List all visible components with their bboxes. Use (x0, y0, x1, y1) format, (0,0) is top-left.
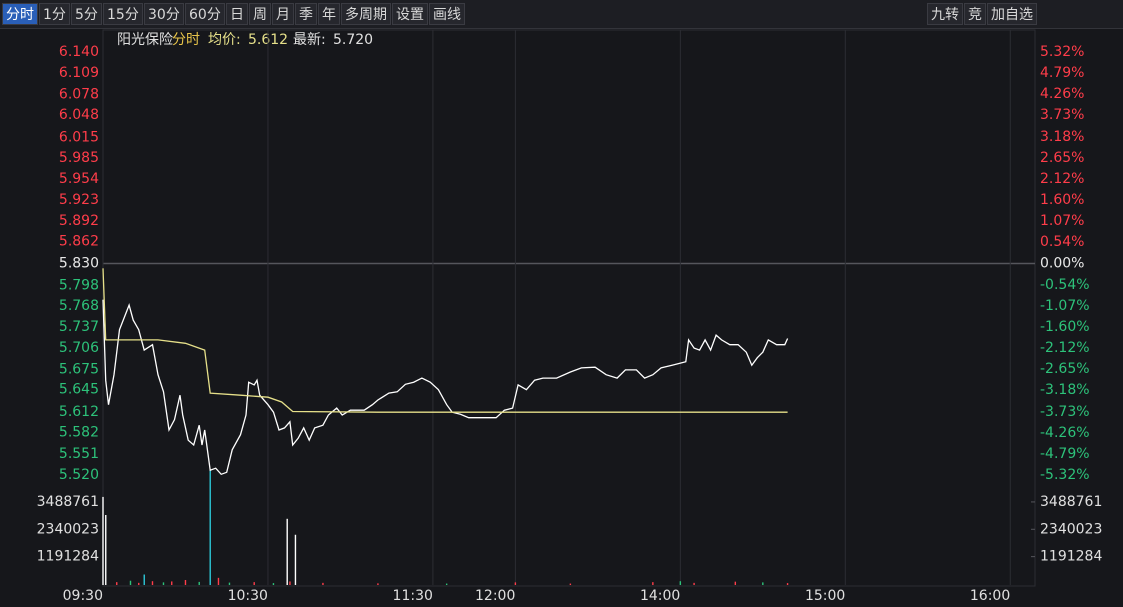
y-tick-label: 5.923 (59, 192, 99, 208)
y2-tick-label: 1.60% (1040, 192, 1084, 208)
y2-tick-label: 5.32% (1040, 44, 1084, 60)
volume-tick-label: 1191284 (37, 549, 99, 565)
x-tick-label: 15:00 (805, 588, 845, 604)
tab[interactable]: 加自选 (987, 3, 1037, 25)
y2-tick-label: 3.18% (1040, 129, 1084, 145)
y2-tick-label: -2.65% (1040, 361, 1090, 377)
mode-label: 分时 (172, 32, 200, 48)
y2-tick-label: -1.60% (1040, 319, 1090, 335)
avg-label: 均价: (208, 32, 241, 48)
y-tick-label: 5.798 (59, 277, 99, 293)
y2-tick-label: -3.73% (1040, 404, 1090, 420)
y2-tick-label: 3.73% (1040, 107, 1084, 123)
tab[interactable]: 九转 (927, 3, 963, 25)
volume-tick-label: 2340023 (37, 521, 99, 537)
x-tick-label: 11:30 (393, 588, 433, 604)
price-line (102, 299, 789, 476)
y2-tick-label: -0.54% (1040, 277, 1090, 293)
y-tick-label: 5.582 (59, 425, 99, 441)
y-tick-label: 5.706 (59, 340, 99, 356)
tab[interactable]: 季 (295, 3, 317, 25)
x-tick-label: 09:30 (63, 588, 103, 604)
tab[interactable]: 周 (249, 3, 271, 25)
y-tick-label: 5.862 (59, 234, 99, 250)
y2-tick-label: -3.18% (1040, 382, 1090, 398)
y-tick-label: 5.892 (59, 213, 99, 229)
y2-tick-label: 4.79% (1040, 65, 1084, 81)
tab[interactable]: 竞 (964, 3, 986, 25)
plot-frame (102, 29, 1036, 587)
tab[interactable]: 设置 (392, 3, 428, 25)
y2-tick-label: -5.32% (1040, 467, 1090, 483)
y2-tick-label: 2.65% (1040, 150, 1084, 166)
y-tick-label: 5.675 (59, 361, 99, 377)
y-tick-label: 5.985 (59, 150, 99, 166)
tab[interactable]: 年 (318, 3, 340, 25)
y-tick-label: 5.830 (59, 256, 99, 272)
y2-tick-label: 0.00% (1040, 256, 1084, 272)
y2-tick-label: -1.07% (1040, 298, 1090, 314)
y-tick-label: 6.078 (59, 86, 99, 102)
latest-label: 最新: (293, 32, 326, 48)
y-tick-label: 5.645 (59, 382, 99, 398)
tab[interactable]: 日 (226, 3, 248, 25)
y2-tick-label: -4.26% (1040, 425, 1090, 441)
toolbar: 分时 1分 5分 15分 30分 60分日周月季年多周期 设置 画线 加自选竞九转 (0, 0, 1123, 29)
y-tick-label: 6.015 (59, 129, 99, 145)
y2-tick-label: 4.26% (1040, 86, 1084, 102)
price-line (102, 268, 788, 413)
tab[interactable]: 分时 (2, 3, 38, 25)
tab[interactable]: 15分 (103, 3, 143, 25)
y-tick-label: 5.768 (59, 298, 99, 314)
y-tick-label: 6.140 (59, 44, 99, 60)
x-tick-label: 12:00 (475, 588, 515, 604)
tab[interactable]: 60分 (185, 3, 225, 25)
tab[interactable]: 5分 (71, 3, 102, 25)
latest-value: 5.720 (333, 32, 373, 48)
tab[interactable]: 1分 (39, 3, 70, 25)
y2-tick-label: 2.12% (1040, 171, 1084, 187)
y-tick-label: 5.551 (59, 446, 99, 462)
volume-tick-label: 3488761 (37, 494, 99, 510)
x-tick-label: 14:00 (640, 588, 680, 604)
tab[interactable]: 多周期 (341, 3, 391, 25)
tab[interactable]: 30分 (144, 3, 184, 25)
volume-tick-label-right: 1191284 (1040, 549, 1102, 565)
y-tick-label: 5.954 (59, 171, 99, 187)
y-tick-label: 5.737 (59, 319, 99, 335)
x-tick-label: 16:00 (970, 588, 1010, 604)
tab[interactable]: 月 (272, 3, 294, 25)
volume-tick-label-right: 3488761 (1040, 494, 1102, 510)
y-tick-label: 5.520 (59, 467, 99, 483)
tab[interactable]: 画线 (429, 3, 465, 25)
stock-name: 阳光保险 (117, 32, 173, 48)
y2-tick-label: 1.07% (1040, 213, 1084, 229)
x-tick-label: 10:30 (228, 588, 268, 604)
y2-tick-label: 0.54% (1040, 234, 1084, 250)
y-tick-label: 6.048 (59, 107, 99, 123)
y2-tick-label: -4.79% (1040, 446, 1090, 462)
y-tick-label: 5.612 (59, 404, 99, 420)
y2-tick-label: -2.12% (1040, 340, 1090, 356)
volume-tick-label-right: 2340023 (1040, 521, 1102, 537)
y-tick-label: 6.109 (59, 65, 99, 81)
